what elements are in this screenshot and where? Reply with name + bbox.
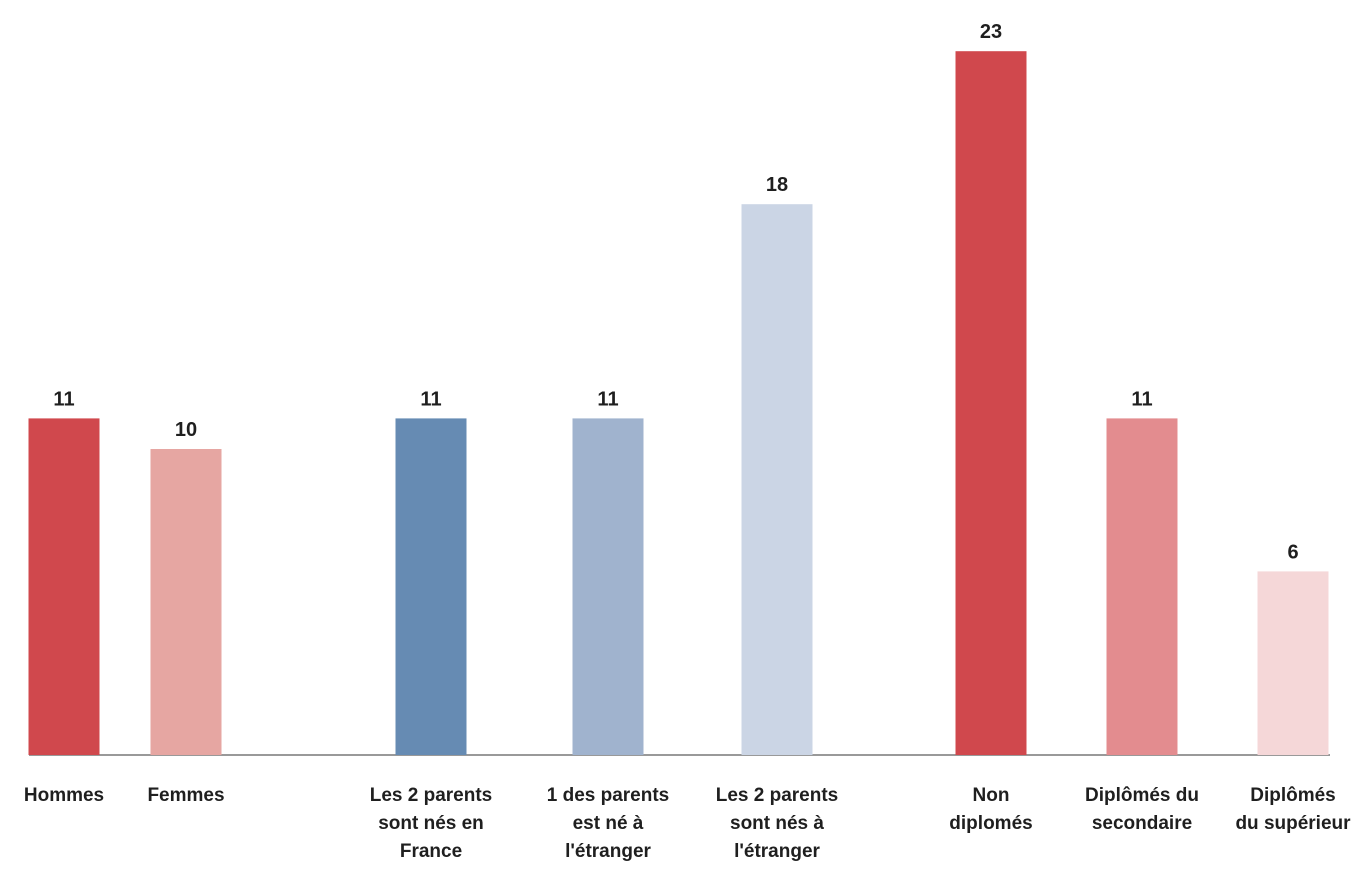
data-label-5: 23	[980, 21, 1002, 43]
bars-layer: 11 Hommes 10 Femmes 11 Les 2 parents sont nés …	[24, 21, 1351, 862]
data-label-2: 11	[420, 388, 441, 410]
category-label-line: Les 2 parents	[370, 785, 493, 806]
bar-4	[741, 204, 813, 755]
category-label-line: Non	[973, 785, 1010, 806]
category-label-2: Les 2 parents sont nés en France	[370, 785, 493, 862]
data-label-0: 11	[53, 388, 74, 410]
category-label-line: Les 2 parents	[716, 785, 839, 806]
data-label-6: 11	[1131, 388, 1152, 410]
category-label-line: Hommes	[24, 785, 104, 806]
category-label-line: Diplômés du	[1085, 785, 1199, 806]
bar-0	[28, 418, 100, 755]
data-label-4: 18	[766, 174, 788, 196]
category-label-line: est né à	[573, 813, 644, 834]
category-label-3: 1 des parents est né à l'étranger	[547, 785, 670, 862]
category-label-7: Diplômés du supérieur	[1235, 785, 1351, 834]
data-label-1: 10	[175, 419, 197, 441]
category-label-line: diplomés	[949, 813, 1032, 834]
category-label-1: Femmes	[147, 785, 224, 806]
category-label-line: Diplômés	[1250, 785, 1336, 806]
bar-5	[955, 51, 1027, 755]
category-label-5: Non diplomés	[949, 785, 1032, 834]
bar-7	[1257, 571, 1329, 755]
category-label-0: Hommes	[24, 785, 104, 806]
category-label-line: l'étranger	[565, 841, 651, 862]
category-label-6: Diplômés du secondaire	[1085, 785, 1199, 834]
data-label-7: 6	[1287, 541, 1298, 563]
category-label-4: Les 2 parents sont nés à l'étranger	[716, 785, 839, 862]
data-label-3: 11	[597, 388, 618, 410]
category-label-line: 1 des parents	[547, 785, 670, 806]
category-label-line: sont nés en	[378, 813, 484, 834]
category-label-line: du supérieur	[1235, 813, 1351, 834]
category-label-line: Femmes	[147, 785, 224, 806]
category-label-line: l'étranger	[734, 841, 820, 862]
bar-2	[395, 418, 467, 755]
bar-6	[1106, 418, 1178, 755]
bar-3	[572, 418, 644, 755]
bar-1	[150, 449, 222, 755]
category-label-line: secondaire	[1092, 813, 1192, 834]
category-label-line: sont nés à	[730, 813, 824, 834]
category-label-line: France	[400, 841, 462, 862]
